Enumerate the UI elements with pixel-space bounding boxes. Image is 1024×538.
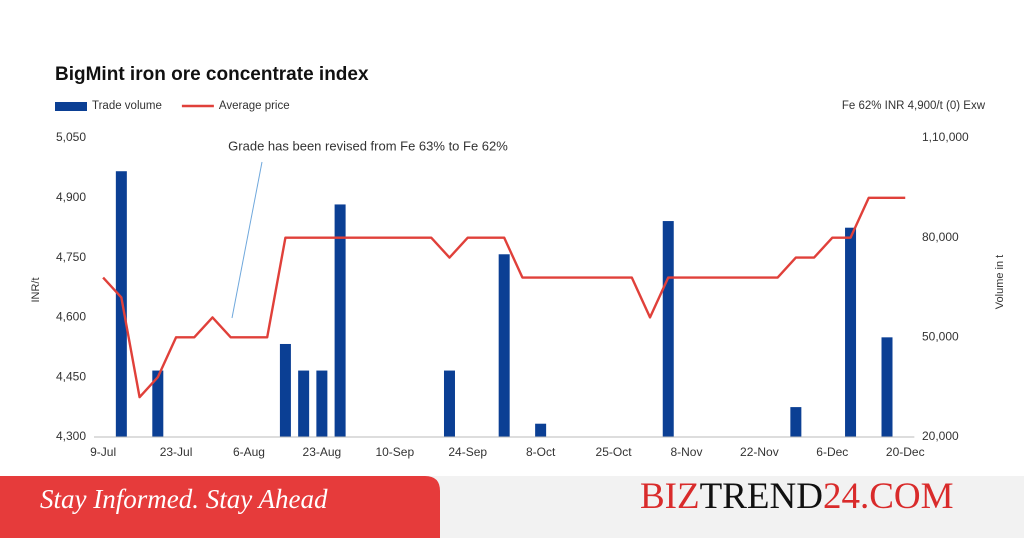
x-tick-label: 6-Dec	[816, 445, 848, 459]
legend-label: Average price	[219, 100, 290, 112]
y2-tick-label: 80,000	[922, 230, 959, 244]
x-tick-label: 24-Sep	[448, 445, 487, 459]
price-line	[102, 196, 906, 399]
x-tick-label: 22-Nov	[740, 445, 779, 459]
note: Fe 62% INR 4,900/t (0) Exw	[842, 100, 986, 112]
bar	[535, 423, 547, 437]
y-tick-label: 4,750	[56, 250, 86, 264]
brand-part: TREND	[700, 476, 823, 517]
y-tick-label: 4,600	[56, 310, 86, 324]
y-axis-label: INR/t	[30, 277, 42, 302]
x-tick-label: 23-Aug	[303, 445, 342, 459]
bar	[279, 343, 291, 437]
x-tick-label: 23-Jul	[160, 445, 193, 459]
x-tick-label: 9-Jul	[90, 445, 116, 459]
y2-axis-label: Volume in t	[994, 255, 1006, 309]
y2-tick-label: 50,000	[922, 330, 959, 344]
legend-swatch	[55, 102, 87, 111]
bar	[662, 221, 674, 437]
x-tick-label: 6-Aug	[233, 445, 265, 459]
y-tick-label: 4,900	[56, 190, 86, 204]
bar	[316, 370, 328, 437]
y-tick-label: 4,450	[56, 369, 86, 383]
bar	[152, 370, 164, 437]
x-tick-label: 8-Nov	[670, 445, 702, 459]
annotation-pointer	[231, 161, 263, 319]
bar	[845, 227, 857, 437]
y2-tick-label: 20,000	[922, 429, 959, 443]
brand: BIZTREND24.COM	[640, 476, 954, 517]
x-tick-label: 20-Dec	[886, 445, 925, 459]
y-tick-label: 4,300	[56, 429, 86, 443]
brand-part: 24.COM	[823, 476, 954, 517]
bar	[334, 204, 346, 437]
x-tick-label: 25-Oct	[596, 445, 633, 459]
brand-part: BIZ	[640, 476, 700, 517]
chart-title: BigMint iron ore concentrate index	[55, 64, 369, 85]
x-tick-label: 10-Sep	[375, 445, 414, 459]
footer-banner	[0, 476, 440, 538]
tagline: Stay Informed. Stay Ahead	[40, 484, 328, 514]
y-tick-label: 5,050	[56, 130, 86, 144]
bar	[881, 337, 893, 437]
bar	[443, 370, 455, 437]
y2-tick-label: 1,10,000	[922, 130, 969, 144]
x-tick-label: 8-Oct	[526, 445, 556, 459]
bar	[790, 407, 802, 437]
bar	[298, 370, 310, 437]
bar	[498, 254, 510, 437]
annotation: Grade has been revised from Fe 63% to Fe…	[228, 138, 508, 153]
legend-label: Trade volume	[92, 100, 162, 112]
